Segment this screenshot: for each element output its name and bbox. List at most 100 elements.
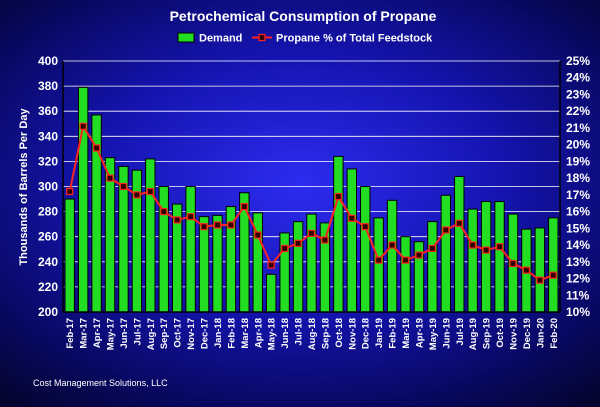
feedstock-point — [92, 144, 101, 152]
feedstock-point — [133, 191, 141, 199]
feedstock-point — [254, 231, 262, 239]
x-tick-label: Sep-17 — [159, 318, 170, 349]
y-tick-label: 320 — [38, 154, 58, 168]
demand-bar — [198, 216, 210, 313]
feedstock-point — [375, 256, 383, 264]
x-tick-label: Jul-18 — [294, 318, 305, 345]
y-tick-label: 400 — [38, 54, 58, 68]
feedstock-point — [146, 187, 154, 196]
demand-bar — [427, 221, 438, 313]
demand-bar — [480, 201, 492, 313]
demand-bar — [467, 208, 478, 313]
x-tick-label: Jun-18 — [280, 318, 291, 349]
legend-demand-label: Demand — [199, 33, 242, 45]
feedstock-point — [401, 256, 410, 264]
feedstock-point — [307, 229, 316, 237]
demand-bar — [266, 273, 277, 313]
x-tick-label: Dec-17 — [200, 318, 211, 349]
feedstock-point — [213, 221, 222, 229]
x-tick-label: Apr-17 — [92, 318, 103, 348]
x-tick-label: Dec-19 — [522, 318, 533, 349]
demand-bar — [548, 217, 559, 313]
demand-bar — [454, 175, 465, 313]
demand-bar — [77, 86, 89, 313]
demand-bar — [64, 198, 75, 313]
feedstock-point — [227, 221, 235, 229]
feedstock-point — [536, 276, 544, 284]
feedstock-point — [119, 182, 128, 191]
demand-bar — [346, 168, 357, 313]
x-tick-label: Nov-17 — [186, 318, 197, 350]
feedstock-line — [66, 122, 557, 284]
feedstock-point — [361, 223, 369, 231]
demand-bar — [292, 221, 304, 313]
x-tick-label: May-18 — [267, 318, 278, 350]
x-tick-label: Apr-19 — [414, 318, 425, 348]
feedstock-point — [549, 271, 557, 279]
feedstock-point — [388, 241, 396, 249]
feedstock-point — [334, 192, 342, 201]
y2-tick-label: 15% — [566, 221, 590, 235]
y2-tick-label: 21% — [566, 121, 590, 135]
x-tick-label: Oct-17 — [173, 318, 184, 348]
x-tick-label: Feb-18 — [226, 318, 237, 349]
y-tick-label: 380 — [38, 79, 58, 93]
feedstock-point — [415, 251, 423, 259]
y2-tick-label: 22% — [566, 104, 590, 118]
x-tick-label: Jul-19 — [455, 318, 466, 345]
legend-feedstock-label: Propane % of Total Feedstock — [276, 33, 433, 45]
x-tick-label: Jan-20 — [535, 318, 546, 348]
demand-bar — [386, 199, 398, 313]
x-tick-label: Feb-17 — [65, 318, 76, 349]
x-tick-label: Apr-18 — [253, 318, 264, 348]
demand-bar — [319, 222, 331, 313]
y2-tick-label: 11% — [566, 288, 590, 302]
legend: Demand Propane % of Total Feedstock — [177, 32, 433, 45]
demand-bar — [360, 186, 371, 313]
y2-tick-label: 10% — [566, 305, 590, 319]
feedstock-point — [200, 223, 208, 231]
y2-tick-label: 18% — [566, 171, 590, 185]
x-tick-label: Aug-17 — [146, 318, 157, 350]
y2-tick-label: 13% — [566, 255, 590, 269]
demand-bar — [333, 155, 344, 313]
feedstock-point — [281, 244, 289, 253]
y-tick-label: 280 — [38, 205, 58, 219]
x-tick-label: Sep-18 — [320, 318, 331, 349]
demand-bar — [494, 201, 505, 313]
x-tick-label: Jan-18 — [213, 318, 224, 348]
demand-bar — [440, 194, 452, 313]
x-tick-label: Nov-18 — [347, 318, 358, 350]
x-tick-label: Mar-17 — [79, 318, 90, 349]
feedstock-point — [106, 174, 114, 182]
legend-demand-swatch — [177, 32, 195, 43]
feedstock-point — [522, 266, 531, 274]
feedstock-point — [173, 216, 181, 224]
feedstock-point — [79, 122, 87, 130]
feedstock-point — [160, 208, 168, 216]
axes — [62, 61, 561, 313]
y-tick-label: 240 — [38, 255, 58, 269]
y-tick-label: 260 — [38, 230, 58, 244]
feedstock-point — [455, 219, 463, 227]
feedstock-point — [482, 246, 490, 254]
y2-tick-label: 20% — [566, 138, 590, 152]
x-tick-label: Oct-18 — [334, 318, 345, 348]
feedstock-point — [348, 214, 356, 222]
y2-tick-label: 19% — [566, 154, 590, 168]
feedstock-point — [509, 259, 517, 268]
x-tick-label: Sep-19 — [482, 318, 493, 349]
y2-tick-label: 23% — [566, 87, 590, 101]
x-tick-label: Feb-20 — [549, 318, 560, 349]
demand-bar — [306, 213, 317, 313]
demand-bar — [185, 186, 196, 313]
x-tick-label: Dec-18 — [361, 318, 372, 349]
y-tick-label: 300 — [38, 180, 58, 194]
y2-axis-ticks: 10% 11% 12% 13% 14% 15% 16% 17% 18% 19% 20% 21% 22% 2… — [566, 54, 590, 319]
legend-feedstock-swatch-marker — [258, 33, 266, 42]
x-tick-label: Jan-19 — [374, 318, 385, 348]
demand-bar — [534, 227, 546, 313]
x-tick-label: Feb-19 — [388, 318, 399, 349]
